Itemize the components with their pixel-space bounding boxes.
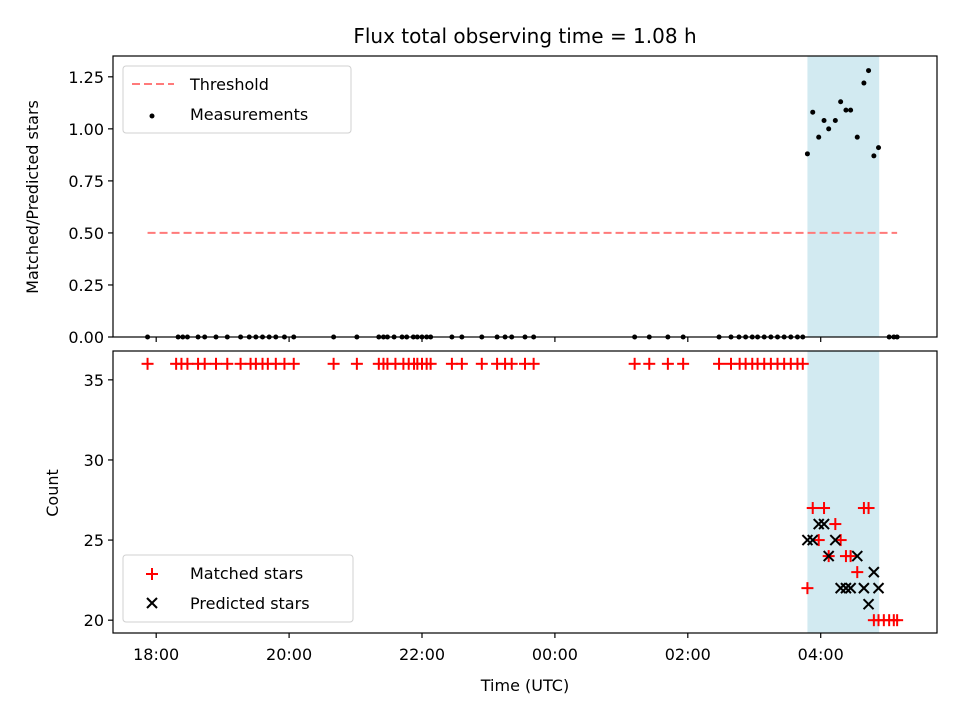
measurement-point bbox=[810, 109, 816, 115]
matched-star-marker bbox=[628, 357, 641, 370]
y-tick-label: 25 bbox=[84, 531, 104, 550]
top-highlight-span bbox=[807, 56, 880, 337]
x-tick-label: 04:00 bbox=[798, 645, 844, 664]
matched-star-marker bbox=[424, 357, 437, 370]
top-legend: Threshold Measurements bbox=[122, 65, 352, 134]
predicted-star-marker bbox=[851, 550, 863, 562]
bottom-y-ticks: 20 25 30 35 bbox=[84, 371, 113, 630]
measurement-point bbox=[821, 118, 827, 124]
predicted-star-marker bbox=[807, 534, 819, 546]
predicted-star-marker bbox=[844, 582, 857, 594]
measurement-point bbox=[832, 118, 838, 124]
predicted-star-marker bbox=[868, 566, 880, 578]
y-tick-label: 35 bbox=[84, 371, 104, 390]
predicted-star-marker bbox=[829, 534, 842, 546]
y-tick-label: 20 bbox=[84, 611, 104, 630]
x-tick-label: 00:00 bbox=[532, 645, 578, 664]
y-tick-label: 0.50 bbox=[68, 224, 104, 243]
measurement-point bbox=[826, 126, 832, 132]
measurement-point bbox=[848, 107, 854, 113]
matched-star-marker bbox=[851, 566, 864, 579]
matched-stars-points bbox=[141, 357, 904, 627]
x-tick-label: 18:00 bbox=[133, 645, 179, 664]
bottom-legend-box bbox=[122, 554, 354, 623]
threshold-legend-label: Threshold bbox=[189, 75, 269, 94]
matched-star-marker bbox=[181, 357, 194, 370]
matched-star-marker bbox=[812, 534, 825, 547]
matched-star-marker bbox=[891, 614, 904, 627]
matched-star-marker bbox=[505, 357, 518, 370]
matched-star-marker bbox=[327, 357, 340, 370]
measurement-point bbox=[843, 107, 849, 113]
top-y-ticks: 0.00 0.25 0.50 0.75 1.00 1.25 bbox=[68, 68, 113, 347]
y-tick-label: 0.75 bbox=[68, 172, 104, 191]
y-tick-label: 30 bbox=[84, 451, 104, 470]
highlight-span-rect bbox=[807, 56, 880, 337]
matched-star-marker bbox=[661, 357, 674, 370]
matched-star-marker bbox=[287, 357, 300, 370]
predicted-star-marker bbox=[858, 582, 870, 594]
matched-star-marker bbox=[801, 582, 814, 595]
matched-star-marker bbox=[455, 357, 468, 370]
matched-star-marker bbox=[796, 357, 809, 370]
matched-star-marker bbox=[643, 357, 656, 370]
matched-star-marker bbox=[806, 502, 819, 515]
matched-star-marker bbox=[350, 357, 363, 370]
matched-star-marker bbox=[210, 357, 222, 370]
measurement-point bbox=[866, 68, 872, 74]
y-tick-label: 0.00 bbox=[68, 328, 104, 347]
measurement-point bbox=[804, 151, 810, 157]
measurements-legend-swatch bbox=[149, 113, 155, 119]
top-panel: 0.00 0.25 0.50 0.75 1.00 1.25 Matched/Predict… bbox=[23, 55, 938, 347]
predicted-star-marker bbox=[862, 598, 875, 610]
x-axis-label: Time (UTC) bbox=[480, 676, 569, 695]
measurement-point bbox=[854, 134, 860, 140]
y-tick-label: 1.00 bbox=[68, 120, 104, 139]
y-tick-label: 0.25 bbox=[68, 276, 104, 295]
matched-star-marker bbox=[141, 357, 154, 370]
bottom-y-axis-label: Count bbox=[43, 469, 62, 517]
bottom-x-ticks: 18:00 20:00 22:00 00:00 02:00 04:00 bbox=[133, 633, 844, 664]
matched-star-marker bbox=[818, 502, 831, 515]
x-tick-label: 20:00 bbox=[266, 645, 312, 664]
predicted-star-marker bbox=[818, 518, 830, 530]
matched-star-marker bbox=[862, 502, 875, 515]
bottom-axes-frame bbox=[112, 350, 938, 634]
matched-star-marker bbox=[198, 357, 211, 370]
measurement-point bbox=[838, 99, 844, 105]
predicted-star-marker bbox=[822, 550, 835, 562]
matched-legend-swatch bbox=[146, 568, 158, 580]
top-legend-box bbox=[122, 65, 352, 134]
matched-star-marker bbox=[844, 550, 857, 563]
predicted-star-marker bbox=[872, 582, 885, 594]
matched-legend-label: Matched stars bbox=[190, 564, 303, 583]
predicted-stars-points bbox=[801, 518, 885, 610]
predicted-legend-swatch bbox=[146, 597, 158, 609]
measurement-point bbox=[876, 145, 882, 151]
matched-star-marker bbox=[713, 357, 726, 370]
measurement-point bbox=[816, 134, 822, 140]
x-tick-label: 02:00 bbox=[665, 645, 711, 664]
predicted-star-marker bbox=[840, 582, 852, 594]
matched-star-marker bbox=[829, 518, 842, 531]
bottom-legend: Matched stars Predicted stars bbox=[122, 554, 354, 623]
measurement-point bbox=[861, 80, 867, 86]
y-tick-label: 1.25 bbox=[68, 68, 104, 87]
matched-star-marker bbox=[677, 357, 690, 370]
chart-title: Flux total observing time = 1.08 h bbox=[353, 24, 696, 48]
measurements-legend-label: Measurements bbox=[190, 105, 308, 124]
top-y-axis-label: Matched/Predicted stars bbox=[23, 100, 42, 294]
matched-star-marker bbox=[527, 357, 540, 370]
top-axes-frame bbox=[112, 55, 938, 338]
matched-star-marker bbox=[475, 357, 488, 370]
matched-star-marker bbox=[221, 357, 234, 370]
predicted-legend-label: Predicted stars bbox=[190, 594, 310, 613]
x-tick-label: 22:00 bbox=[399, 645, 445, 664]
top-x-ticks bbox=[155, 337, 822, 342]
measurement-point bbox=[871, 153, 877, 159]
